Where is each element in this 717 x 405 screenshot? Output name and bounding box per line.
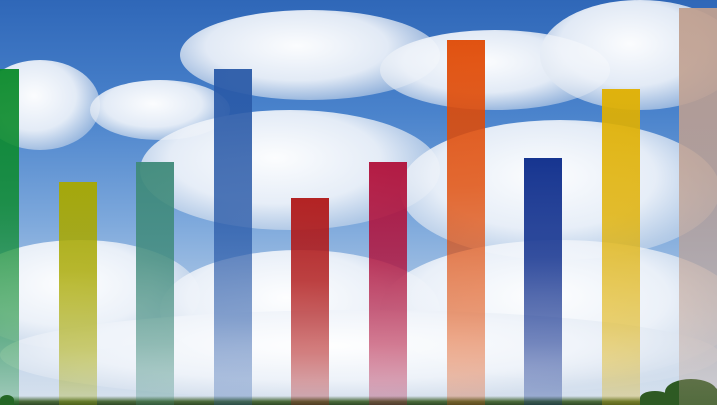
color-bar	[679, 8, 717, 405]
color-bar	[447, 40, 485, 405]
color-bar	[602, 89, 640, 405]
color-bar	[136, 162, 174, 405]
cloud	[0, 310, 717, 400]
color-bar	[369, 162, 407, 405]
horizon-ground	[0, 396, 717, 405]
color-bar	[291, 198, 329, 405]
color-bar	[0, 69, 19, 405]
color-bar	[524, 158, 562, 405]
color-bar	[214, 69, 252, 405]
color-bar	[59, 182, 97, 405]
tree	[640, 391, 670, 405]
